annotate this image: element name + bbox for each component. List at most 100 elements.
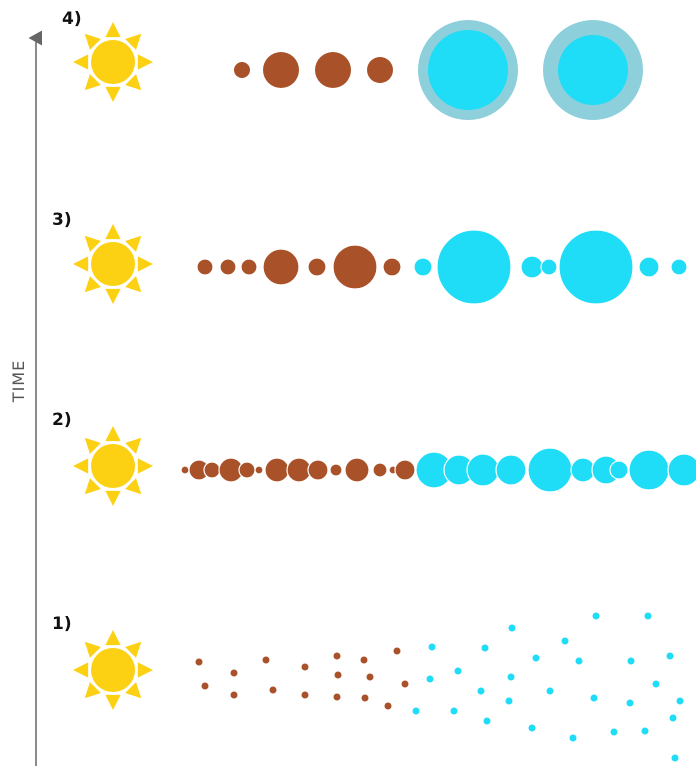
ice-body — [541, 259, 557, 275]
rock-dust — [367, 674, 374, 681]
stage-label: 4) — [62, 9, 82, 29]
rock-planet — [315, 52, 351, 88]
rock-dust — [231, 692, 238, 699]
sun-ray — [138, 54, 153, 69]
rock-dust — [270, 687, 277, 694]
ice-dust — [593, 613, 600, 620]
ice-body — [639, 257, 659, 277]
rock-body — [220, 259, 236, 275]
ice-dust — [509, 625, 516, 632]
rock-body — [263, 249, 299, 285]
ice-body — [496, 455, 526, 485]
ice-dust — [506, 698, 513, 705]
rock-dust — [385, 703, 392, 710]
ice-dust — [628, 658, 635, 665]
ice-body — [610, 461, 628, 479]
sun-ray — [105, 224, 120, 239]
ice-dust — [451, 708, 458, 715]
rock-dust — [402, 681, 409, 688]
sun — [91, 40, 135, 84]
rock-dust — [335, 672, 342, 679]
ice-body — [414, 258, 432, 276]
rock-body — [204, 462, 220, 478]
ice-dust — [427, 676, 434, 683]
sun-ray — [73, 54, 88, 69]
rock-dust — [362, 695, 369, 702]
ice-body — [467, 454, 499, 486]
ice-body — [521, 256, 543, 278]
rock-dust — [231, 670, 238, 677]
ice-dust — [482, 645, 489, 652]
ice-body — [437, 230, 511, 304]
ice-body — [559, 230, 633, 304]
ice-dust — [645, 613, 652, 620]
ice-dust — [547, 688, 554, 695]
sun-ray — [105, 22, 120, 37]
sun-ray — [73, 256, 88, 271]
ice-body — [528, 448, 572, 492]
sun-ray — [73, 458, 88, 473]
sun — [91, 444, 135, 488]
gas-planet — [428, 30, 508, 110]
ice-dust — [667, 653, 674, 660]
rock-body — [241, 259, 257, 275]
ice-dust — [529, 725, 536, 732]
gas-planet — [558, 35, 628, 105]
sun — [91, 648, 135, 692]
sun — [91, 242, 135, 286]
rock-body — [239, 462, 255, 478]
rock-dust — [263, 657, 270, 664]
sun-ray — [73, 662, 88, 677]
ice-dust — [576, 658, 583, 665]
stage-label: 1) — [52, 614, 72, 634]
rock-dust — [196, 659, 203, 666]
ice-dust — [672, 755, 679, 762]
ice-dust — [478, 688, 485, 695]
ice-body — [668, 454, 696, 486]
rock-body — [255, 466, 263, 474]
ice-dust — [591, 695, 598, 702]
ice-dust — [508, 674, 515, 681]
axis-label: TIME — [9, 360, 28, 403]
rock-body — [333, 245, 377, 289]
rock-body — [308, 258, 326, 276]
sun-ray — [105, 87, 120, 102]
ice-dust — [627, 700, 634, 707]
rock-planet — [234, 62, 250, 78]
rock-body — [383, 258, 401, 276]
page: {"axis": {"label": "TIME"}, "stages": [{… — [0, 0, 696, 778]
ice-dust — [677, 698, 684, 705]
ice-dust — [455, 668, 462, 675]
sun-ray — [138, 458, 153, 473]
diagram: TIME 4) 3) 2) 1) — [0, 0, 696, 778]
rock-dust — [334, 653, 341, 660]
rock-body — [287, 458, 311, 482]
rock-body — [265, 458, 289, 482]
rock-dust — [202, 683, 209, 690]
rock-dust — [302, 692, 309, 699]
rock-body — [308, 460, 328, 480]
stage-label: 3) — [52, 210, 72, 230]
rock-body — [197, 259, 213, 275]
sun-ray — [105, 695, 120, 710]
sun-ray — [105, 289, 120, 304]
sun-ray — [105, 491, 120, 506]
ice-dust — [570, 735, 577, 742]
sun-ray — [138, 662, 153, 677]
rock-body — [373, 463, 387, 477]
ice-dust — [562, 638, 569, 645]
ice-dust — [642, 728, 649, 735]
rock-dust — [302, 664, 309, 671]
ice-body — [671, 259, 687, 275]
rock-planet — [263, 52, 299, 88]
ice-dust — [611, 729, 618, 736]
ice-dust — [670, 715, 677, 722]
rock-body — [330, 464, 342, 476]
sun-ray — [105, 426, 120, 441]
rock-body — [181, 466, 189, 474]
rock-dust — [361, 657, 368, 664]
ice-dust — [413, 708, 420, 715]
ice-dust — [533, 655, 540, 662]
ice-dust — [484, 718, 491, 725]
rock-body — [345, 458, 369, 482]
